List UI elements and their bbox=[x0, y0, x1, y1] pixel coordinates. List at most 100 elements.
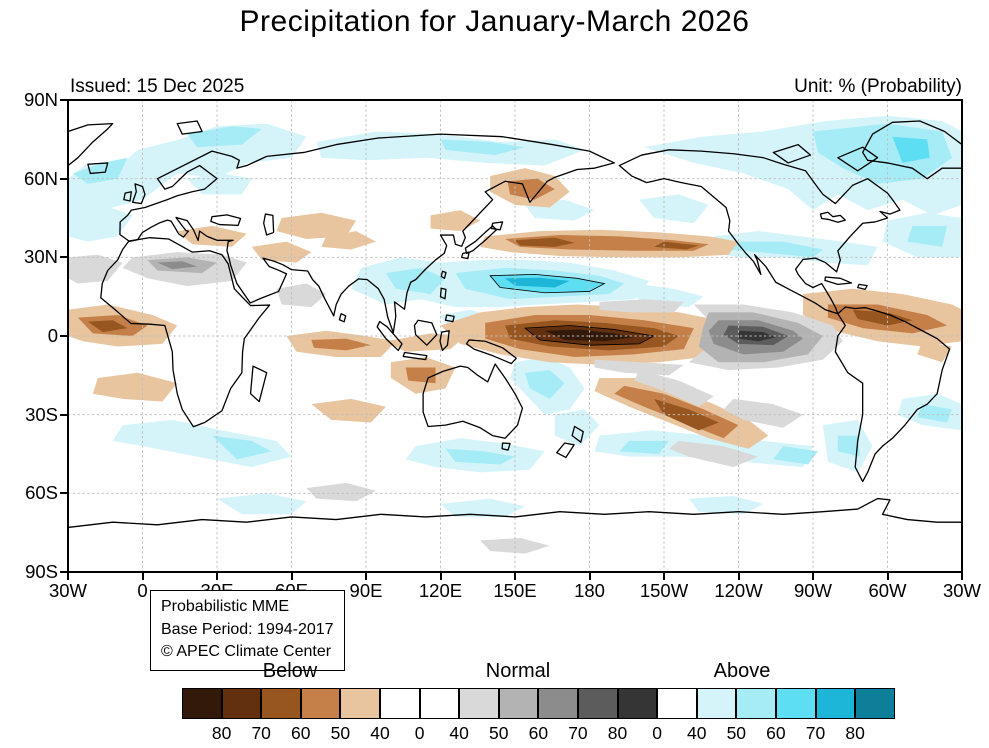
info-box: Probabilistic MME Base Period: 1994-2017… bbox=[150, 590, 345, 672]
coast-philippines-mindanao bbox=[445, 315, 454, 322]
x-tick-label: 30W bbox=[942, 580, 982, 601]
legend-tick-label: 40 bbox=[449, 723, 469, 743]
coast-victoria-island bbox=[773, 145, 810, 163]
anomaly-region-above70 bbox=[505, 277, 570, 288]
y-tick-label: 30N bbox=[24, 246, 58, 268]
anomaly-region-normal80 bbox=[738, 330, 776, 342]
legend-swatch-above40 bbox=[696, 688, 737, 719]
legend-label-below: Below bbox=[262, 660, 318, 682]
coast-japan-hokkaido bbox=[491, 222, 502, 230]
x-tick-label: 150W bbox=[639, 580, 689, 601]
legend-swatch-white bbox=[657, 688, 697, 719]
x-tick-label: 120W bbox=[714, 580, 763, 601]
coast-sulawesi bbox=[440, 331, 449, 351]
anomaly-region-below60 bbox=[515, 237, 575, 247]
anomaly-region-normal60 bbox=[157, 261, 198, 270]
y-tick-label: 90N bbox=[24, 89, 58, 110]
anomaly-region-below60 bbox=[852, 309, 913, 326]
coast-taiwan bbox=[441, 271, 446, 278]
anomaly-region-above40 bbox=[688, 495, 764, 515]
anomaly-region-below40 bbox=[177, 225, 247, 247]
legend-tick-label: 60 bbox=[528, 723, 549, 743]
x-tick-label: 150E bbox=[493, 580, 537, 601]
anomaly-region-below50 bbox=[311, 338, 371, 351]
legend-strip bbox=[182, 688, 895, 719]
anomaly-region-above40 bbox=[68, 204, 133, 242]
x-tick-label: 90E bbox=[349, 580, 383, 601]
coast-philippines-luzon bbox=[441, 288, 446, 298]
anomaly-region-normal40 bbox=[634, 370, 714, 407]
y-tick-label: 30S bbox=[25, 403, 58, 425]
anomaly-region-normal40 bbox=[668, 440, 759, 468]
legend-tick-label: 80 bbox=[845, 723, 865, 743]
legend-swatch-white bbox=[379, 688, 420, 719]
anomaly-region-above60 bbox=[892, 136, 930, 163]
coast-madagascar bbox=[251, 366, 267, 401]
anomaly-region-below40 bbox=[321, 231, 376, 250]
x-tick-mark bbox=[812, 572, 814, 580]
anomaly-region-above50 bbox=[212, 435, 272, 460]
x-tick-mark bbox=[439, 572, 442, 580]
anomaly-region-above50 bbox=[619, 440, 669, 454]
anomaly-region-normal40 bbox=[306, 482, 376, 502]
x-tick-mark bbox=[67, 572, 69, 580]
y-tick-mark bbox=[60, 413, 68, 416]
coast-greenland bbox=[863, 121, 962, 179]
y-tick-mark bbox=[60, 177, 68, 180]
chart-title: Precipitation for January-March 2026 bbox=[239, 5, 750, 38]
legend-tick-label: 70 bbox=[568, 723, 588, 743]
legend-swatch-white bbox=[419, 688, 460, 719]
coast-sumatra bbox=[377, 322, 402, 351]
y-tick-label: 60N bbox=[24, 167, 58, 189]
legend-tick-label: 80 bbox=[607, 723, 628, 743]
anomaly-region-below60 bbox=[654, 398, 719, 431]
info-box-line2: Base Period: 1994-2017 bbox=[161, 620, 334, 638]
x-tick-mark bbox=[588, 572, 591, 580]
anomaly-region-above40 bbox=[639, 194, 709, 224]
coast-australia bbox=[423, 364, 522, 438]
anomaly-region-normal40 bbox=[276, 283, 327, 308]
info-box-line3: © APEC Climate Center bbox=[161, 643, 332, 661]
coast-newguinea bbox=[467, 340, 517, 364]
x-tick-mark bbox=[216, 572, 218, 580]
legend-swatch-above60 bbox=[775, 688, 816, 719]
coast-svalbard bbox=[177, 121, 202, 134]
legend-tick-label: 60 bbox=[291, 723, 311, 743]
coast-newzealand-north bbox=[572, 426, 583, 442]
legend-label-above: Above bbox=[713, 660, 771, 682]
legend-swatch-normal40 bbox=[459, 688, 499, 719]
coast-britain bbox=[133, 184, 145, 204]
issued-date-label: Issued: 15 Dec 2025 bbox=[70, 76, 245, 97]
legend-swatch-normal60 bbox=[538, 688, 578, 719]
anomaly-region-above40 bbox=[68, 123, 307, 211]
anomaly-region-normal40 bbox=[68, 254, 123, 284]
coast-baffin bbox=[838, 147, 878, 171]
x-tick-mark bbox=[514, 572, 516, 580]
legend-swatch-below60 bbox=[261, 688, 301, 719]
anomaly-region-normal40 bbox=[480, 537, 550, 554]
coast-newzealand-south bbox=[557, 443, 574, 457]
coast-southamerica bbox=[835, 307, 949, 481]
y-tick-mark bbox=[60, 335, 68, 337]
anomaly-region-below40 bbox=[276, 212, 357, 239]
legend-ticks: 80 70 60 50 40 0 40 50 60 70 80 0 40 50 60 70 80 bbox=[202, 723, 875, 744]
legend-tick-label: 0 bbox=[652, 723, 662, 743]
y-tick-mark bbox=[60, 256, 68, 259]
coast-greenland-east bbox=[68, 124, 113, 166]
coast-japan-kyushu bbox=[462, 252, 469, 259]
anomaly-region-below40 bbox=[311, 398, 386, 423]
anomaly-region-above50 bbox=[524, 370, 565, 399]
x-tick-label: 0 bbox=[137, 580, 148, 601]
legend-swatch-below70 bbox=[221, 688, 262, 719]
coast-borneo bbox=[414, 320, 436, 345]
anomaly-region-above40 bbox=[440, 498, 525, 517]
x-tick-mark bbox=[737, 572, 740, 580]
coast-antarctica bbox=[68, 499, 962, 572]
legend-label-normal: Normal bbox=[485, 660, 551, 682]
legend-tick-label: 0 bbox=[414, 723, 425, 743]
anomaly-layer bbox=[68, 115, 962, 554]
legend-swatch-above80 bbox=[855, 688, 895, 719]
anomaly-region-above50 bbox=[728, 241, 823, 258]
legend-swatch-normal50 bbox=[498, 688, 539, 719]
anomaly-region-normal40 bbox=[599, 299, 684, 313]
